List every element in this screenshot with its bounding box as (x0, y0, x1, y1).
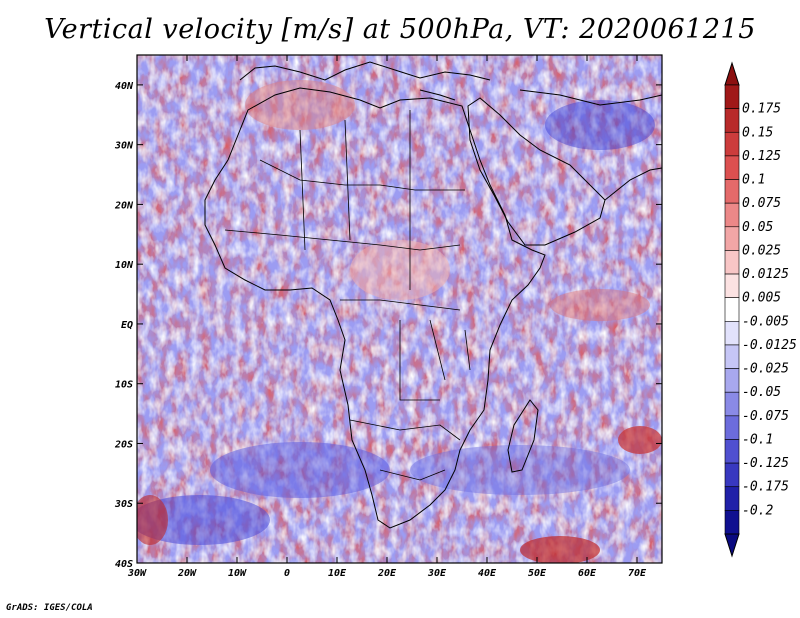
lon-tick-label: 0 (284, 568, 290, 579)
colorbar-swatch (724, 273, 740, 298)
colorbar-swatch (724, 131, 740, 157)
lon-tick-label: 30E (427, 568, 447, 579)
colorbar-swatch (724, 84, 740, 109)
colorbar-label: -0.025 (742, 362, 789, 377)
colorbar-swatch (724, 368, 740, 393)
colorbar-swatch (724, 439, 740, 464)
colorbar-swatch (724, 510, 740, 535)
colorbar-label: -0.125 (742, 456, 789, 471)
latitude-axis: 40N 30N 20N 10N EQ 10S 20S 30S 40S (114, 81, 662, 570)
lon-tick-label: 60E (578, 568, 597, 579)
colorbar-top-arrow (724, 61, 740, 86)
colorbar-label: -0.1 (742, 432, 773, 447)
lon-tick-label: 10E (328, 568, 347, 579)
lat-tick-label: 20S (114, 439, 133, 450)
colorbar-label: -0.0125 (742, 338, 797, 353)
grads-credit: GrADS: IGES/COLA (6, 603, 93, 613)
colorbar-label: 0.005 (742, 291, 781, 306)
colorbar-swatch (724, 344, 740, 369)
lon-tick-label: 40E (478, 568, 497, 579)
lon-tick-label: 50E (528, 568, 547, 579)
map-frame (136, 54, 663, 564)
lat-tick-label: 30S (114, 499, 133, 510)
colorbar-label: 0.15 (742, 125, 773, 140)
colorbar-label: -0.075 (742, 409, 789, 424)
colorbar-label: 0.1 (742, 173, 765, 188)
colorbar-label: -0.05 (742, 385, 781, 400)
colorbar-swatch (724, 179, 740, 204)
colorbar-swatch (724, 462, 740, 488)
colorbar-label: -0.005 (742, 314, 789, 329)
colorbar-label: 0.125 (742, 149, 781, 164)
map-title: Vertical velocity [m/s] at 500hPa, VT: 2… (44, 14, 756, 45)
colorbar-swatch (724, 391, 740, 417)
colorbar-swatch (724, 415, 740, 440)
lat-tick-label: EQ (121, 320, 133, 331)
lon-tick-label: 30W (127, 568, 147, 579)
colorbar-swatch (724, 108, 740, 133)
longitude-axis: 30W 20W 10W 0 10E 20E 30E 40E 50E 60E 70E (127, 55, 647, 579)
colorbar-label: 0.075 (742, 196, 781, 211)
lon-tick-label: 10W (228, 568, 247, 579)
lat-tick-label: 10N (115, 260, 134, 271)
colorbar-swatch (724, 321, 740, 346)
lat-tick-label: 40N (115, 81, 134, 92)
lat-tick-label: 40S (115, 559, 133, 570)
lat-tick-label: 10S (115, 380, 133, 391)
velocity-field (137, 55, 662, 563)
colorbar-swatch (724, 250, 740, 275)
colorbar-label: -0.175 (742, 480, 789, 495)
colorbar-swatch (724, 297, 740, 322)
lat-tick-label: 30N (114, 141, 134, 152)
colorbar-label: 0.025 (742, 243, 781, 258)
colorbar-label: 0.175 (742, 102, 781, 117)
lon-tick-label: 20W (177, 568, 197, 579)
colorbar-label: 0.05 (742, 220, 773, 235)
colorbar-swatch (724, 226, 740, 251)
lon-tick-label: 20E (377, 568, 397, 579)
colorbar: 0.175 0.15 0.125 0.1 0.075 0.05 0.025 0.0125 0.0… (724, 61, 797, 558)
colorbar-label: 0.0125 (742, 267, 789, 282)
coastlines (204, 61, 662, 529)
colorbar-swatch (724, 202, 740, 228)
colorbar-swatch (724, 155, 740, 180)
colorbar-swatch (724, 486, 740, 511)
lon-tick-label: 70E (628, 568, 647, 579)
lat-tick-label: 20N (114, 200, 134, 211)
colorbar-bottom-arrow (724, 533, 740, 558)
colorbar-label: -0.2 (742, 503, 773, 518)
